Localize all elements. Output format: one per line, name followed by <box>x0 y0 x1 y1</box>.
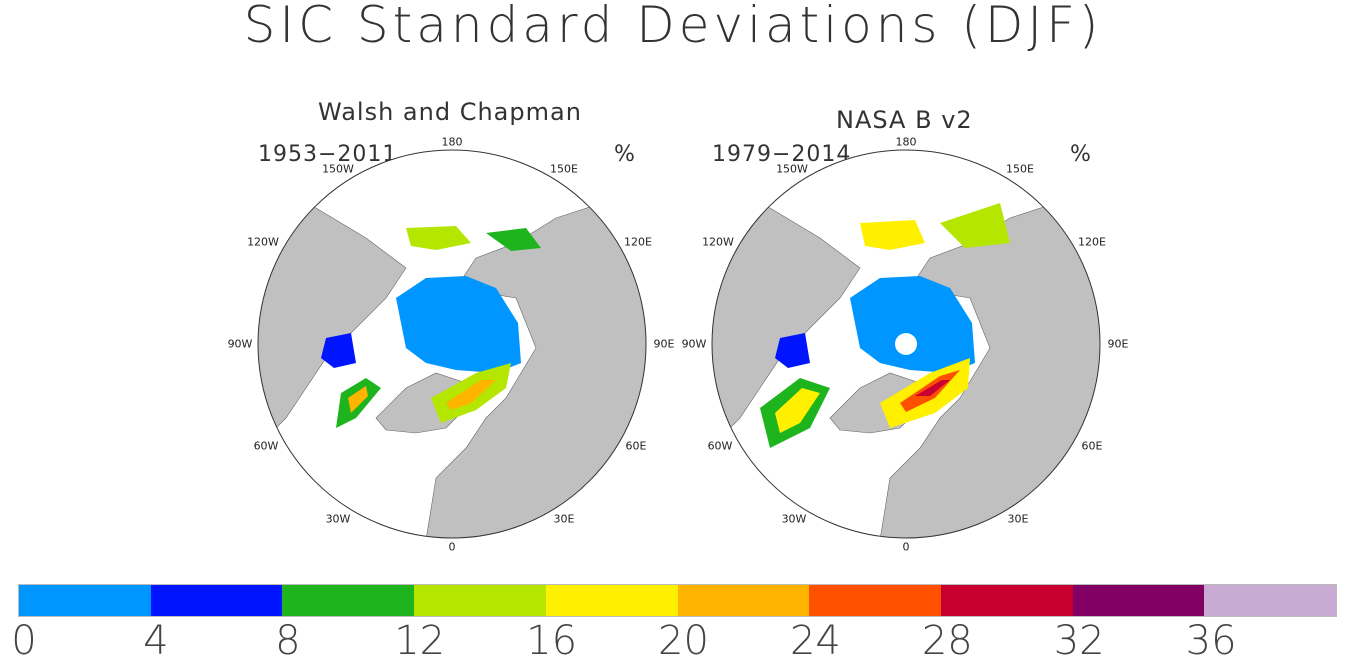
lon-label-right-120e: 120E <box>1078 235 1106 249</box>
ice-barents-max <box>915 380 950 396</box>
panel-title-left: Walsh and Chapman <box>318 98 582 126</box>
ice-hudson-bay <box>775 333 810 368</box>
lon-label-left-30w: 30W <box>325 512 351 526</box>
colorbar-tick-label: 36 <box>1185 618 1237 664</box>
colorbar-bin-6 <box>809 585 941 616</box>
ice-bering <box>860 220 925 250</box>
polar-map-right <box>711 149 1101 539</box>
polar-map-left <box>257 149 647 539</box>
colorbar-tick-label: 0 <box>11 618 37 664</box>
ice-barents-core <box>446 380 496 410</box>
ice-bering <box>406 226 471 250</box>
ice-central-arctic <box>396 276 521 373</box>
colorbar-bin-4 <box>545 585 678 616</box>
colorbar-bin-1 <box>150 585 283 616</box>
lon-label-right-180: 180 <box>895 135 917 149</box>
lon-label-right-150e: 150E <box>1006 162 1034 176</box>
colorbar-tick-label: 20 <box>658 618 709 664</box>
pole-hole <box>895 333 917 355</box>
lon-label-right-150w: 150W <box>776 162 808 176</box>
colorbar-tick-label: 28 <box>921 618 973 664</box>
unit-left: % <box>614 142 635 167</box>
chart-title: SIC Standard Deviations (DJF) <box>243 0 1103 54</box>
lon-label-right-60e: 60E <box>1081 439 1103 453</box>
lon-label-left-150e: 150E <box>550 162 578 176</box>
lon-label-left-90e: 90E <box>653 337 675 351</box>
panel-title-right: NASA B v2 <box>836 106 973 134</box>
period-right: 1979−2014 <box>712 142 852 167</box>
colorbar-tick-label: 4 <box>143 618 169 664</box>
lon-label-left-120e: 120E <box>624 235 652 249</box>
period-left: 1953−2011 <box>258 142 398 167</box>
land-north-america <box>258 187 407 449</box>
lon-label-right-30e: 30E <box>1007 512 1029 526</box>
lon-label-right-0: 0 <box>902 540 910 554</box>
ice-okhotsk <box>940 203 1010 248</box>
lon-label-left-180: 180 <box>441 135 463 149</box>
colorbar <box>18 584 1337 617</box>
lon-label-right-30w: 30W <box>781 512 807 526</box>
ice-labrador-core <box>348 386 368 413</box>
colorbar-bin-0 <box>19 585 151 616</box>
colorbar-bin-8 <box>1072 585 1205 616</box>
ice-labrador-core <box>775 388 820 433</box>
colorbar-bin-7 <box>940 585 1073 616</box>
colorbar-tick-label: 32 <box>1053 618 1105 664</box>
colorbar-tick-label: 16 <box>526 618 578 664</box>
colorbar-bin-2 <box>282 585 415 616</box>
colorbar-tick-label: 24 <box>789 618 841 664</box>
lon-label-right-120w: 120W <box>702 235 734 249</box>
lon-label-left-120w: 120W <box>247 235 279 249</box>
colorbar-bin-9 <box>1204 585 1337 616</box>
land-north-america <box>712 187 861 449</box>
ice-hudson-bay <box>321 333 356 368</box>
colorbar-tick-label: 8 <box>275 618 301 664</box>
lon-label-right-60w: 60W <box>707 439 733 453</box>
lon-label-right-90e: 90E <box>1107 337 1129 351</box>
colorbar-bin-5 <box>677 585 810 616</box>
lon-label-left-30e: 30E <box>553 512 575 526</box>
lon-label-left-60w: 60W <box>253 439 279 453</box>
lon-label-left-90w: 90W <box>227 337 253 351</box>
colorbar-bin-3 <box>414 585 546 616</box>
unit-right: % <box>1070 142 1091 167</box>
lon-label-left-60e: 60E <box>625 439 647 453</box>
lon-label-right-90w: 90W <box>681 337 707 351</box>
colorbar-tick-label: 12 <box>394 618 446 664</box>
lon-label-left-0: 0 <box>448 540 456 554</box>
ice-central-arctic <box>850 276 975 373</box>
ice-okhotsk <box>486 228 541 251</box>
lon-label-left-150w: 150W <box>322 162 354 176</box>
